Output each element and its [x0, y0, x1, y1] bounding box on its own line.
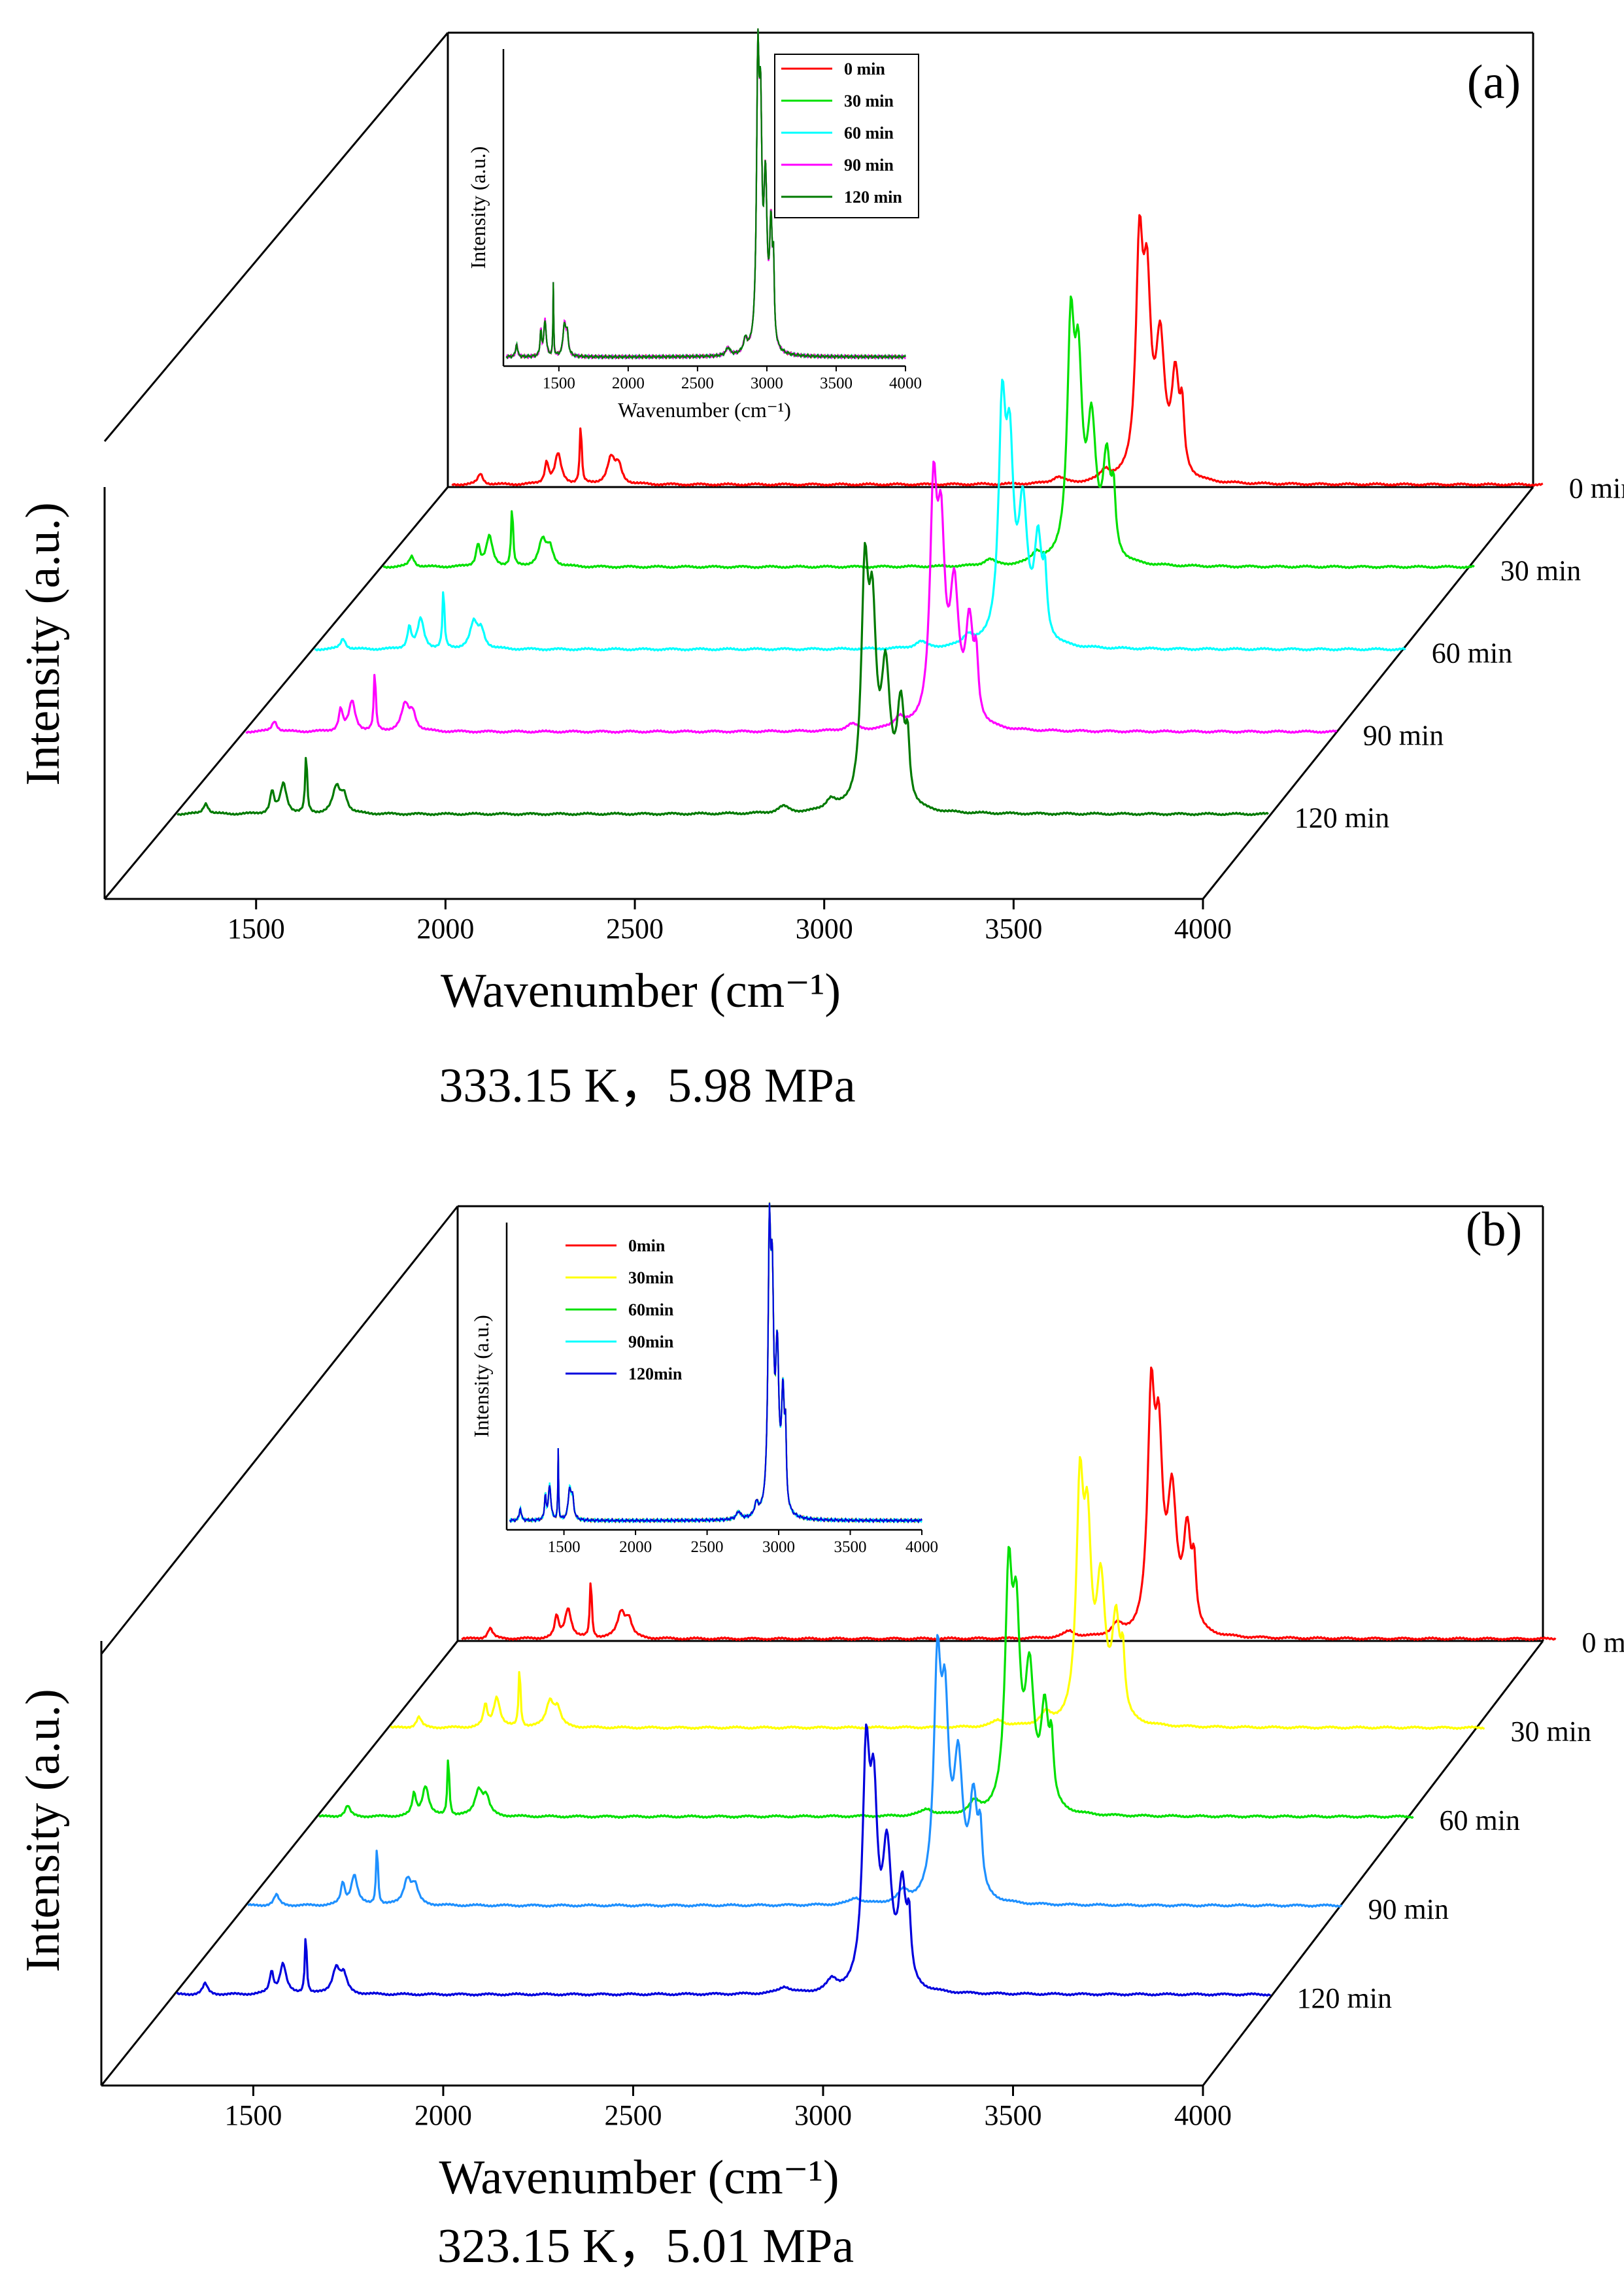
series-line	[176, 1723, 1271, 1997]
series-line	[177, 541, 1269, 817]
inset-series-line	[505, 29, 907, 360]
inset-tick-label: 4000	[905, 1538, 938, 1556]
depth-label: 0 min	[1582, 1627, 1624, 1659]
condition-caption: 333.15 K，5.98 MPa	[439, 1059, 855, 1113]
depth-label: 60 min	[1440, 1804, 1520, 1836]
legend-label: 30 min	[844, 92, 894, 110]
inset-y-title: Intensity (a.u.)	[469, 1315, 493, 1438]
inset-tick-label: 2500	[691, 1538, 724, 1556]
x-axis-title: Wavenumber (cm⁻¹)	[441, 964, 841, 1018]
depth-label: 120 min	[1294, 802, 1389, 834]
legend-label: 60 min	[844, 124, 894, 143]
legend-label: 90min	[628, 1332, 674, 1351]
condition-caption: 323.15 K，5.01 MPa	[437, 2220, 854, 2273]
x-tick-label: 4000	[1174, 913, 1232, 945]
x-tick-label: 4000	[1174, 2099, 1232, 2131]
top-diagonal-edge	[100, 1206, 459, 1655]
series-line	[451, 214, 1544, 487]
panel-label: (a)	[1467, 56, 1521, 109]
x-tick-label: 2000	[414, 2099, 472, 2131]
series-line	[390, 1456, 1485, 1731]
inset-tick-label: 1500	[548, 1538, 581, 1556]
inset-tick-label: 3000	[762, 1538, 795, 1556]
x-tick-label: 3000	[796, 913, 853, 945]
legend-label: 0min	[628, 1236, 666, 1255]
x-tick-label: 2000	[416, 913, 474, 945]
panel-label: (b)	[1466, 1203, 1522, 1257]
inset-series-line	[509, 1202, 922, 1524]
inset-tick-label: 1500	[543, 375, 575, 392]
x-tick-label: 3500	[985, 913, 1042, 945]
inset-plot: 1500 2000 2500 3000 3500 4000 Wavenumber (cm⁻¹…	[466, 28, 922, 422]
inset-legend-box	[774, 54, 919, 218]
series-line	[382, 296, 1475, 569]
inset-series-line	[509, 1203, 922, 1524]
legend-label: 30min	[628, 1268, 674, 1287]
inset-tick-label: 4000	[889, 375, 922, 392]
series-line	[318, 1546, 1414, 1819]
inset-tick-label: 3000	[751, 375, 783, 392]
inset-tick-label: 2000	[619, 1538, 652, 1556]
depth-label: 0 min	[1569, 472, 1624, 504]
inset-y-title: Intensity (a.u.)	[466, 146, 490, 269]
panel-b: 1500 2000 2500 3000 3500 4000 Wavenumber (cm⁻¹…	[16, 1202, 1624, 2273]
depth-label: 60 min	[1432, 637, 1512, 669]
inset-tick-label: 3500	[834, 1538, 867, 1556]
inset-plot: 1500 2000 2500 3000 3500 4000 Intensity (a.u.)…	[469, 1202, 938, 1556]
series-line	[314, 379, 1406, 652]
depth-label: 30 min	[1500, 554, 1581, 586]
inset-tick-label: 2000	[612, 375, 645, 392]
y-axis-title: Intensity (a.u.)	[16, 1689, 70, 1972]
depth-label: 90 min	[1363, 719, 1444, 751]
x-tick-label: 3000	[794, 2099, 852, 2131]
legend-label: 90 min	[844, 156, 894, 175]
x-tick-label: 3500	[984, 2099, 1041, 2131]
depth-label: 30 min	[1511, 1715, 1591, 1748]
y-axis-title: Intensity (a.u.)	[16, 502, 70, 786]
inset-tick-label: 2500	[681, 375, 714, 392]
depth-label: 90 min	[1368, 1893, 1449, 1925]
inset-series-line	[509, 1202, 922, 1524]
x-axis-title: Wavenumber (cm⁻¹)	[439, 2151, 839, 2205]
depth-axis-right	[1202, 486, 1534, 900]
depth-axis-right	[1202, 1640, 1544, 2086]
legend-label: 120min	[628, 1364, 683, 1383]
depth-label: 120 min	[1297, 1982, 1392, 2014]
series-line	[245, 460, 1338, 734]
inset-tick-label: 3500	[820, 375, 853, 392]
x-tick-label: 2500	[604, 2099, 662, 2131]
legend-label: 120 min	[844, 188, 902, 207]
inset-x-title: Wavenumber (cm⁻¹)	[618, 398, 791, 422]
depth-axis-left	[103, 486, 449, 900]
legend-label: 60min	[628, 1300, 674, 1319]
series-line	[461, 1366, 1557, 1642]
series-line	[247, 1634, 1343, 1908]
x-tick-label: 2500	[606, 913, 664, 945]
top-diagonal-edge	[103, 32, 449, 442]
inset-series-line	[509, 1203, 922, 1524]
x-tick-label: 1500	[224, 2099, 282, 2131]
x-tick-label: 1500	[228, 913, 285, 945]
depth-axis-left	[100, 1640, 459, 2086]
panel-a: 1500 2000 2500 3000 3500 4000 Wavenumber (cm⁻¹…	[16, 28, 1624, 1113]
legend-label: 0 min	[844, 59, 885, 78]
inset-series-line	[509, 1202, 922, 1524]
